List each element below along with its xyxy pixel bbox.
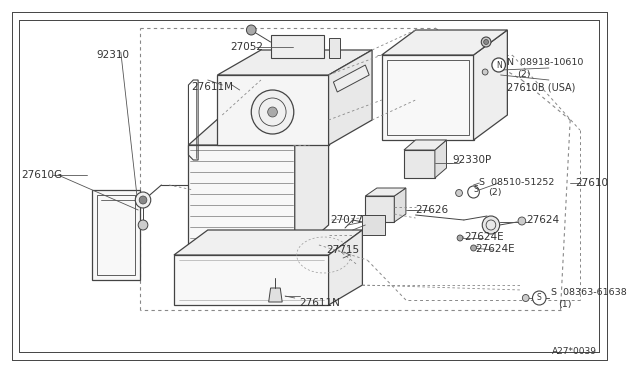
Text: 27610: 27610 — [575, 178, 608, 188]
Polygon shape — [362, 215, 385, 235]
Circle shape — [482, 216, 500, 234]
Circle shape — [252, 90, 294, 134]
Text: (1): (1) — [559, 300, 572, 309]
Circle shape — [456, 189, 463, 196]
Polygon shape — [295, 115, 328, 255]
Text: (2): (2) — [517, 70, 531, 79]
Circle shape — [457, 235, 463, 241]
Polygon shape — [218, 75, 328, 145]
Polygon shape — [435, 140, 447, 178]
Circle shape — [268, 107, 277, 117]
Text: 27624E: 27624E — [476, 244, 515, 254]
Text: 27052: 27052 — [230, 42, 263, 52]
Polygon shape — [404, 150, 435, 178]
Polygon shape — [174, 230, 362, 255]
Text: 27624E: 27624E — [464, 232, 504, 242]
Polygon shape — [404, 140, 447, 150]
Text: S  08363-61638: S 08363-61638 — [551, 288, 627, 297]
Circle shape — [135, 192, 151, 208]
Polygon shape — [328, 230, 362, 305]
Polygon shape — [269, 288, 282, 302]
Text: N  08918-10610: N 08918-10610 — [508, 58, 584, 67]
Polygon shape — [328, 38, 340, 58]
Text: S: S — [537, 294, 541, 302]
Text: 27624: 27624 — [527, 215, 560, 225]
Circle shape — [468, 186, 479, 198]
Text: (2): (2) — [488, 188, 502, 197]
Text: 27610G: 27610G — [21, 170, 62, 180]
Polygon shape — [328, 50, 372, 145]
Text: 27610B (USA): 27610B (USA) — [508, 82, 576, 92]
Circle shape — [138, 220, 148, 230]
Text: 27626: 27626 — [415, 205, 449, 215]
Polygon shape — [174, 255, 328, 305]
Circle shape — [482, 69, 488, 75]
Polygon shape — [218, 50, 372, 75]
Text: 27077: 27077 — [330, 215, 364, 225]
Circle shape — [518, 217, 525, 225]
Polygon shape — [92, 190, 140, 280]
Polygon shape — [381, 55, 474, 140]
Circle shape — [532, 291, 546, 305]
Text: 27715: 27715 — [326, 245, 360, 255]
Text: S  08510-51252: S 08510-51252 — [479, 178, 555, 187]
Text: N: N — [496, 61, 502, 70]
Text: A27*0039: A27*0039 — [552, 347, 597, 356]
Polygon shape — [188, 115, 328, 145]
Polygon shape — [394, 188, 406, 222]
Circle shape — [484, 39, 488, 45]
Circle shape — [139, 196, 147, 204]
Text: 27611M: 27611M — [191, 82, 234, 92]
Circle shape — [481, 37, 491, 47]
Text: 92310: 92310 — [97, 50, 130, 60]
Polygon shape — [188, 145, 295, 255]
Polygon shape — [365, 196, 394, 222]
Circle shape — [246, 25, 256, 35]
Polygon shape — [271, 35, 324, 58]
Polygon shape — [474, 30, 508, 140]
Text: 92330P: 92330P — [452, 155, 492, 165]
Text: S: S — [473, 185, 478, 193]
Polygon shape — [381, 30, 508, 55]
Circle shape — [492, 58, 506, 72]
Circle shape — [522, 295, 529, 301]
Circle shape — [470, 245, 476, 251]
Polygon shape — [365, 188, 406, 196]
Polygon shape — [333, 65, 369, 92]
Text: 27611N: 27611N — [300, 298, 340, 308]
